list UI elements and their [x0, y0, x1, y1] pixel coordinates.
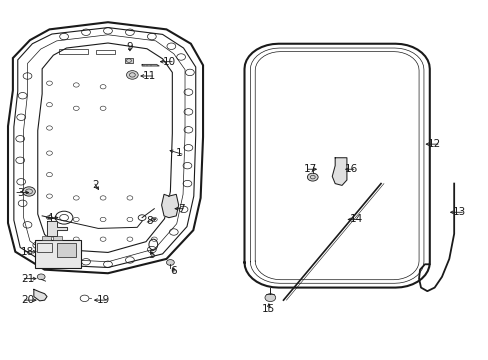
Circle shape — [37, 274, 45, 280]
Text: 2: 2 — [92, 180, 99, 190]
Circle shape — [126, 71, 138, 79]
Text: 14: 14 — [349, 215, 363, 224]
Polygon shape — [34, 289, 47, 301]
Text: 21: 21 — [21, 274, 34, 284]
Polygon shape — [161, 194, 178, 218]
Text: 20: 20 — [21, 295, 34, 305]
Text: 11: 11 — [142, 71, 156, 81]
Text: 4: 4 — [46, 213, 53, 222]
Text: 19: 19 — [96, 295, 109, 305]
Bar — [53, 236, 61, 240]
Text: 13: 13 — [451, 207, 465, 217]
Circle shape — [264, 294, 275, 302]
Polygon shape — [47, 221, 66, 235]
Text: 17: 17 — [303, 164, 316, 174]
Text: 15: 15 — [262, 304, 275, 314]
Circle shape — [166, 260, 174, 265]
Text: 7: 7 — [178, 204, 184, 214]
Text: 12: 12 — [427, 139, 440, 149]
Bar — [59, 49, 88, 54]
Text: 5: 5 — [148, 250, 155, 260]
Bar — [57, 243, 76, 257]
Text: 16: 16 — [345, 164, 358, 174]
Bar — [37, 243, 52, 252]
Bar — [96, 50, 115, 54]
Circle shape — [22, 187, 35, 196]
Circle shape — [307, 173, 318, 181]
Text: 3: 3 — [17, 188, 23, 198]
Text: 18: 18 — [21, 247, 34, 257]
Bar — [35, 240, 81, 268]
Text: 9: 9 — [126, 42, 133, 52]
Text: 6: 6 — [170, 266, 177, 276]
Bar — [125, 58, 133, 63]
Polygon shape — [142, 64, 159, 66]
Polygon shape — [331, 158, 346, 185]
Text: 1: 1 — [175, 148, 182, 158]
Text: 10: 10 — [162, 57, 175, 67]
Bar — [42, 235, 51, 240]
Text: 8: 8 — [146, 216, 152, 226]
